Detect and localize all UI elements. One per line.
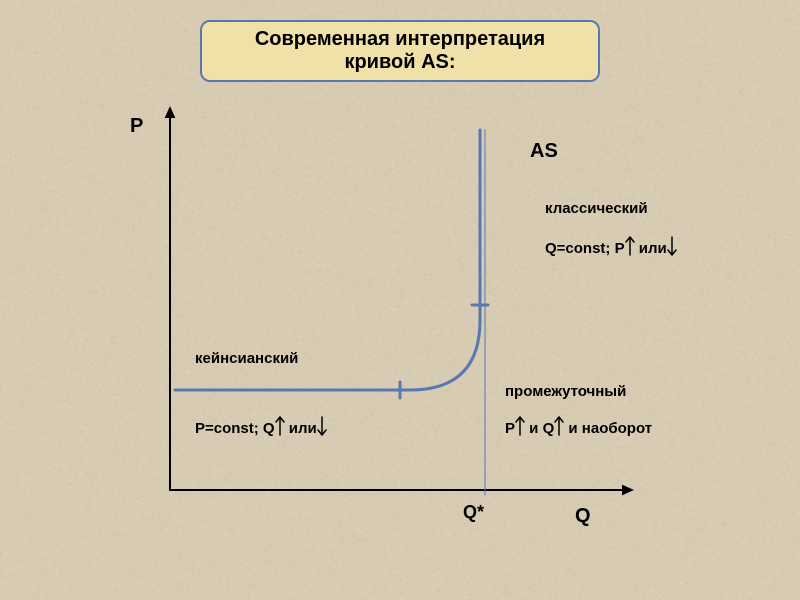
as-label: AS [530, 140, 558, 163]
title-box: Современная интерпретация кривой AS: [200, 20, 600, 82]
classical-equation: Q=const; P или [545, 235, 677, 257]
chart-svg [0, 0, 800, 600]
q-star-label: Q* [463, 502, 484, 523]
axis-label-q: Q [575, 505, 591, 528]
intermediate-label: промежуточный [505, 383, 626, 400]
axis-label-p: P [130, 115, 143, 138]
title-line-2: кривой AS: [212, 51, 588, 74]
title-line-1: Современная интерпретация [212, 28, 588, 51]
intermediate-equation: P и Q и наоборот [505, 415, 652, 437]
classical-label: классический [545, 200, 648, 217]
keynesian-label: кейнсианский [195, 350, 298, 367]
keynesian-equation: P=const; Q или [195, 415, 327, 437]
